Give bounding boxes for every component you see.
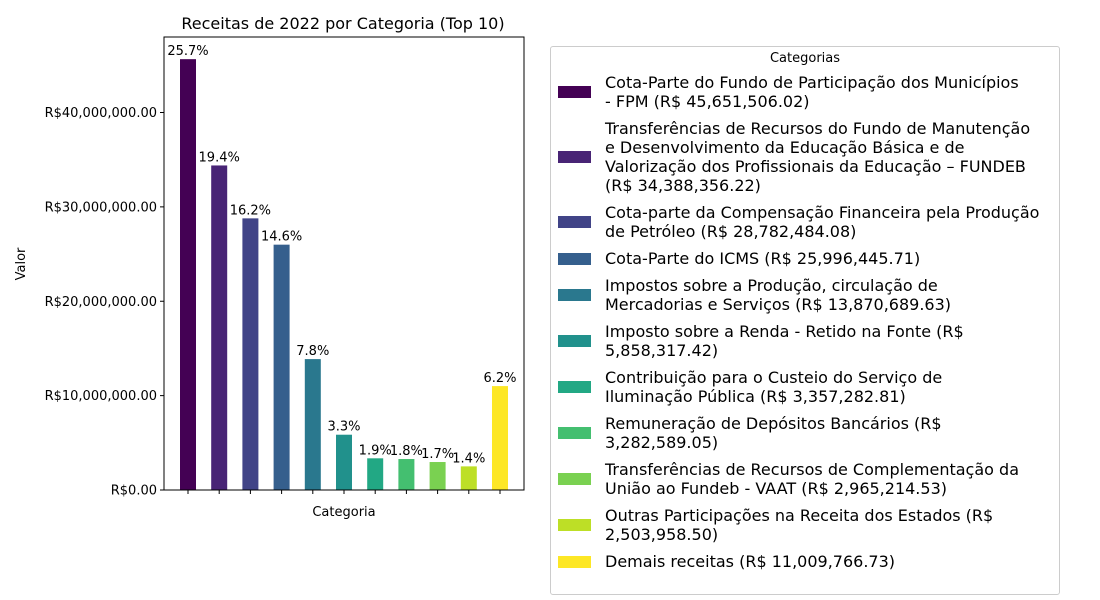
legend-swatch <box>558 519 591 531</box>
bar-percent-label: 1.4% <box>452 451 485 466</box>
legend-label-line: e Desenvolvimento da Educação Básica e d… <box>605 138 965 157</box>
legend-label-line: Imposto sobre a Renda - Retido na Fonte … <box>605 322 964 341</box>
legend-label: Impostos sobre a Produção, circulação de… <box>605 276 951 314</box>
legend-item: Cota-Parte do Fundo de Participação dos … <box>558 73 1058 111</box>
legend-label: Cota-parte da Compensação Financeira pel… <box>605 203 1039 241</box>
bar <box>367 458 384 490</box>
legend-swatch <box>558 289 591 301</box>
bar-percent-label: 3.3% <box>327 420 360 435</box>
legend-label-line: Cota-parte da Compensação Financeira pel… <box>605 203 1040 222</box>
bar-percent-label: 7.8% <box>296 344 329 359</box>
bar <box>492 386 508 490</box>
legend-label: Contribuição para o Custeio do Serviço d… <box>605 368 942 406</box>
legend-item: Remuneração de Depósitos Bancários (R$ 3,… <box>558 414 1058 452</box>
y-axis-label: Valor <box>14 247 29 280</box>
legend-label-line: Mercadorias e Serviços (R$ 13,870,689.63… <box>605 295 952 314</box>
legend-label: Outras Participações na Receita dos Esta… <box>605 506 993 544</box>
legend-label-line: Outras Participações na Receita dos Esta… <box>605 506 994 525</box>
legend-item: Contribuição para o Custeio do Serviço d… <box>558 368 1058 406</box>
bar-percent-label: 6.2% <box>483 371 516 386</box>
legend-item: Transferências de Recursos do Fundo de M… <box>558 119 1058 195</box>
legend-swatch <box>558 335 591 347</box>
bar-percent-label: 25.7% <box>167 44 208 59</box>
legend-label-line: de Petróleo (R$ 28,782,484.08) <box>605 222 857 241</box>
legend-label: Cota-Parte do ICMS (R$ 25,996,445.71) <box>605 249 920 268</box>
legend-label-line: Iluminação Pública (R$ 3,357,282.81) <box>605 387 906 406</box>
bar <box>398 459 415 490</box>
bar-percent-label: 19.4% <box>199 150 240 165</box>
legend-item: Cota-Parte do ICMS (R$ 25,996,445.71) <box>558 249 1058 268</box>
legend-item: Demais receitas (R$ 11,009,766.73) <box>558 552 1058 571</box>
chart-title: Receitas de 2022 por Categoria (Top 10) <box>181 14 504 33</box>
legend-label-line: 3,282,589.05) <box>605 433 719 452</box>
bar <box>429 462 446 490</box>
legend-label: Imposto sobre a Renda - Retido na Fonte … <box>605 322 964 360</box>
bar <box>180 59 196 491</box>
legend-label: Transferências de Recursos de Complement… <box>605 460 1019 498</box>
legend-swatch <box>558 86 591 98</box>
legend-label-line: Valorização dos Profissionais da Educaçã… <box>605 157 1026 176</box>
x-axis-label: Categoria <box>312 505 375 520</box>
bar-percent-label: 1.9% <box>359 443 392 458</box>
legend-item: Cota-parte da Compensação Financeira pel… <box>558 203 1058 241</box>
legend-label-line: Transferências de Recursos de Complement… <box>605 460 1019 479</box>
y-tick-label: R$30,000,000.00 <box>45 200 157 215</box>
legend-label-line: 5,858,317.42) <box>605 341 719 360</box>
bar <box>336 434 352 490</box>
legend-label: Cota-Parte do Fundo de Participação dos … <box>605 73 1019 111</box>
legend-label: Remuneração de Depósitos Bancários (R$ 3,… <box>605 414 942 452</box>
legend-label-line: 2,503,958.50) <box>605 525 719 544</box>
legend-item: Outras Participações na Receita dos Esta… <box>558 506 1058 544</box>
legend-title: Categorias <box>769 51 841 66</box>
bar-percent-label: 14.6% <box>261 230 302 245</box>
legend-label-line: Contribuição para o Custeio do Serviço d… <box>605 368 943 387</box>
legend: Categorias Cota-Parte do Fundo de Partic… <box>550 46 1060 595</box>
legend-swatch <box>558 381 591 393</box>
legend-item: Impostos sobre a Produção, circulação de… <box>558 276 1058 314</box>
y-tick-label: R$0.00 <box>111 484 157 499</box>
legend-item: Transferências de Recursos de Complement… <box>558 460 1058 498</box>
bar <box>304 359 321 490</box>
legend-label: Demais receitas (R$ 11,009,766.73) <box>605 552 895 571</box>
legend-label-line: (R$ 34,388,356.22) <box>605 176 761 195</box>
legend-swatch <box>558 427 591 439</box>
legend-item: Imposto sobre a Renda - Retido na Fonte … <box>558 322 1058 360</box>
legend-label-line: Demais receitas (R$ 11,009,766.73) <box>605 552 895 571</box>
legend-label-line: Impostos sobre a Produção, circulação de <box>605 276 938 295</box>
legend-swatch <box>558 252 591 265</box>
legend-label-line: Transferências de Recursos do Fundo de M… <box>605 119 1031 138</box>
bar <box>273 244 290 490</box>
legend-swatch <box>558 151 591 163</box>
legend-label-line: - FPM (R$ 45,651,506.02) <box>605 92 810 111</box>
legend-label-line: Cota-Parte do ICMS (R$ 25,996,445.71) <box>605 249 921 268</box>
y-tick-label: R$20,000,000.00 <box>45 295 157 310</box>
legend-label: Transferências de Recursos do Fundo de M… <box>605 119 1030 195</box>
legend-swatch <box>558 473 591 485</box>
bar <box>460 466 477 490</box>
legend-swatch <box>558 216 591 228</box>
plot-frame <box>163 36 525 491</box>
legend-label-line: Cota-Parte do Fundo de Participação dos … <box>605 73 1019 92</box>
legend-swatch <box>558 555 591 568</box>
bar-percent-label: 1.8% <box>390 444 423 459</box>
bar-percent-label: 16.2% <box>230 203 271 218</box>
y-tick-label: R$40,000,000.00 <box>45 106 157 121</box>
legend-label-line: Remuneração de Depósitos Bancários (R$ <box>605 414 942 433</box>
bar <box>211 165 228 490</box>
y-tick-label: R$10,000,000.00 <box>45 389 157 404</box>
bar-percent-label: 1.7% <box>421 447 454 462</box>
legend-label-line: União ao Fundeb - VAAT (R$ 2,965,214.53) <box>605 479 947 498</box>
bar <box>242 218 259 491</box>
bar-chart: Receitas de 2022 por Categoria (Top 10) … <box>14 14 525 520</box>
